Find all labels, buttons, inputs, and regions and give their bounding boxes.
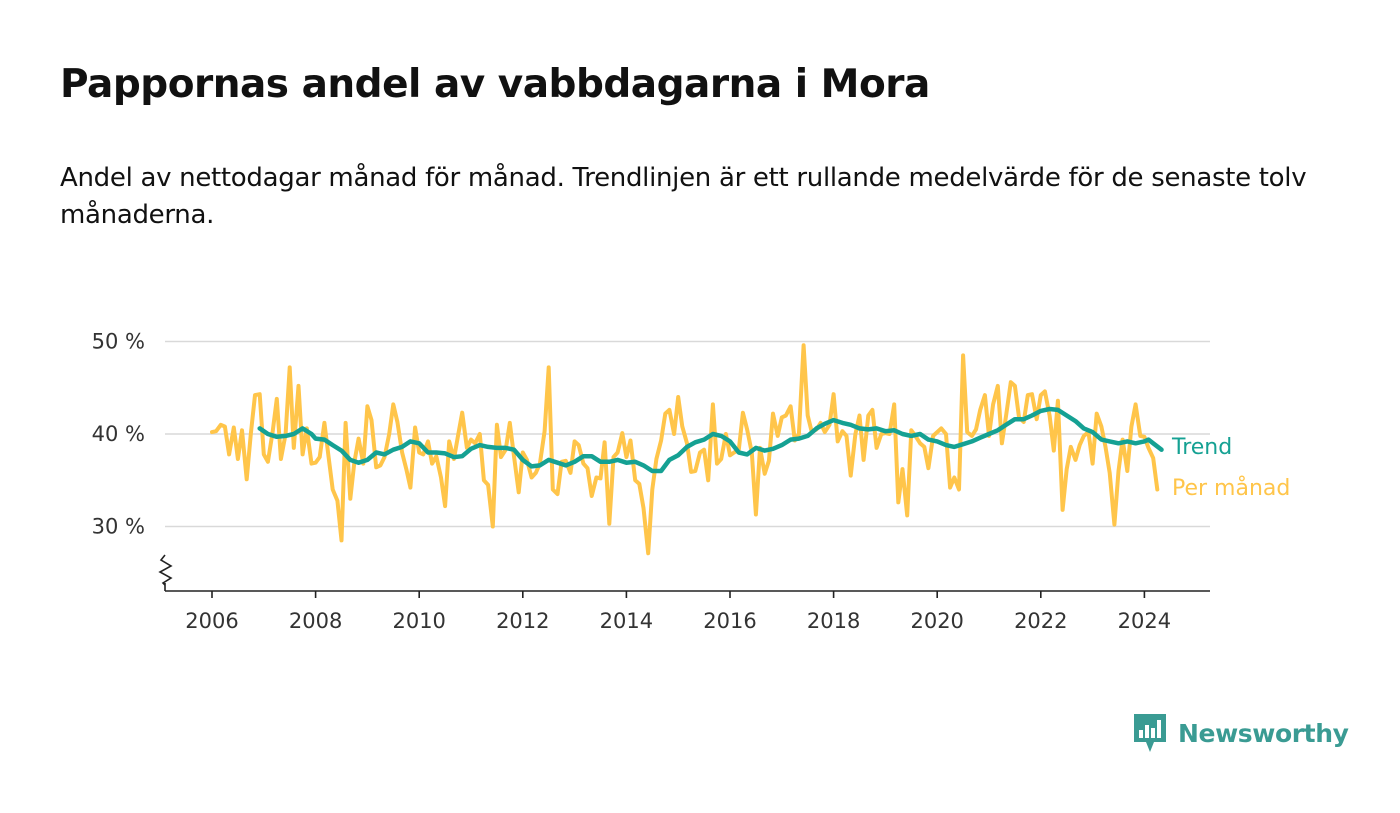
x-tick-label: 2010 xyxy=(392,609,445,633)
x-tick-label: 2008 xyxy=(289,609,342,633)
y-tick-label: 30 % xyxy=(92,515,145,539)
brand-name: Newsworthy xyxy=(1178,718,1349,748)
newsworthy-logo-icon xyxy=(1134,714,1166,752)
series-label-per-manad: Per månad xyxy=(1172,475,1290,501)
x-tick-label: 2012 xyxy=(496,609,549,633)
x-tick-label: 2024 xyxy=(1118,609,1171,633)
brand-logo: Newsworthy xyxy=(1132,712,1349,754)
series-line-trend xyxy=(257,406,1164,474)
y-tick-label: 40 % xyxy=(92,422,145,446)
x-tick-label: 2018 xyxy=(807,609,860,633)
chart-title: Pappornas andel av vabbdagarna i Mora xyxy=(60,62,930,107)
x-tick-label: 2006 xyxy=(185,609,238,633)
series-line-per-manad xyxy=(210,343,1160,556)
x-tick-label: 2022 xyxy=(1014,609,1067,633)
x-tick-label: 2014 xyxy=(600,609,653,633)
x-tick-label: 2016 xyxy=(703,609,756,633)
axis-break-icon xyxy=(158,554,173,586)
y-tick-label: 50 % xyxy=(92,330,145,354)
chart-subtitle: Andel av nettodagar månad för månad. Tre… xyxy=(60,163,1307,230)
x-tick-label: 2020 xyxy=(910,609,963,633)
series-label-trend: Trend xyxy=(1171,435,1232,460)
